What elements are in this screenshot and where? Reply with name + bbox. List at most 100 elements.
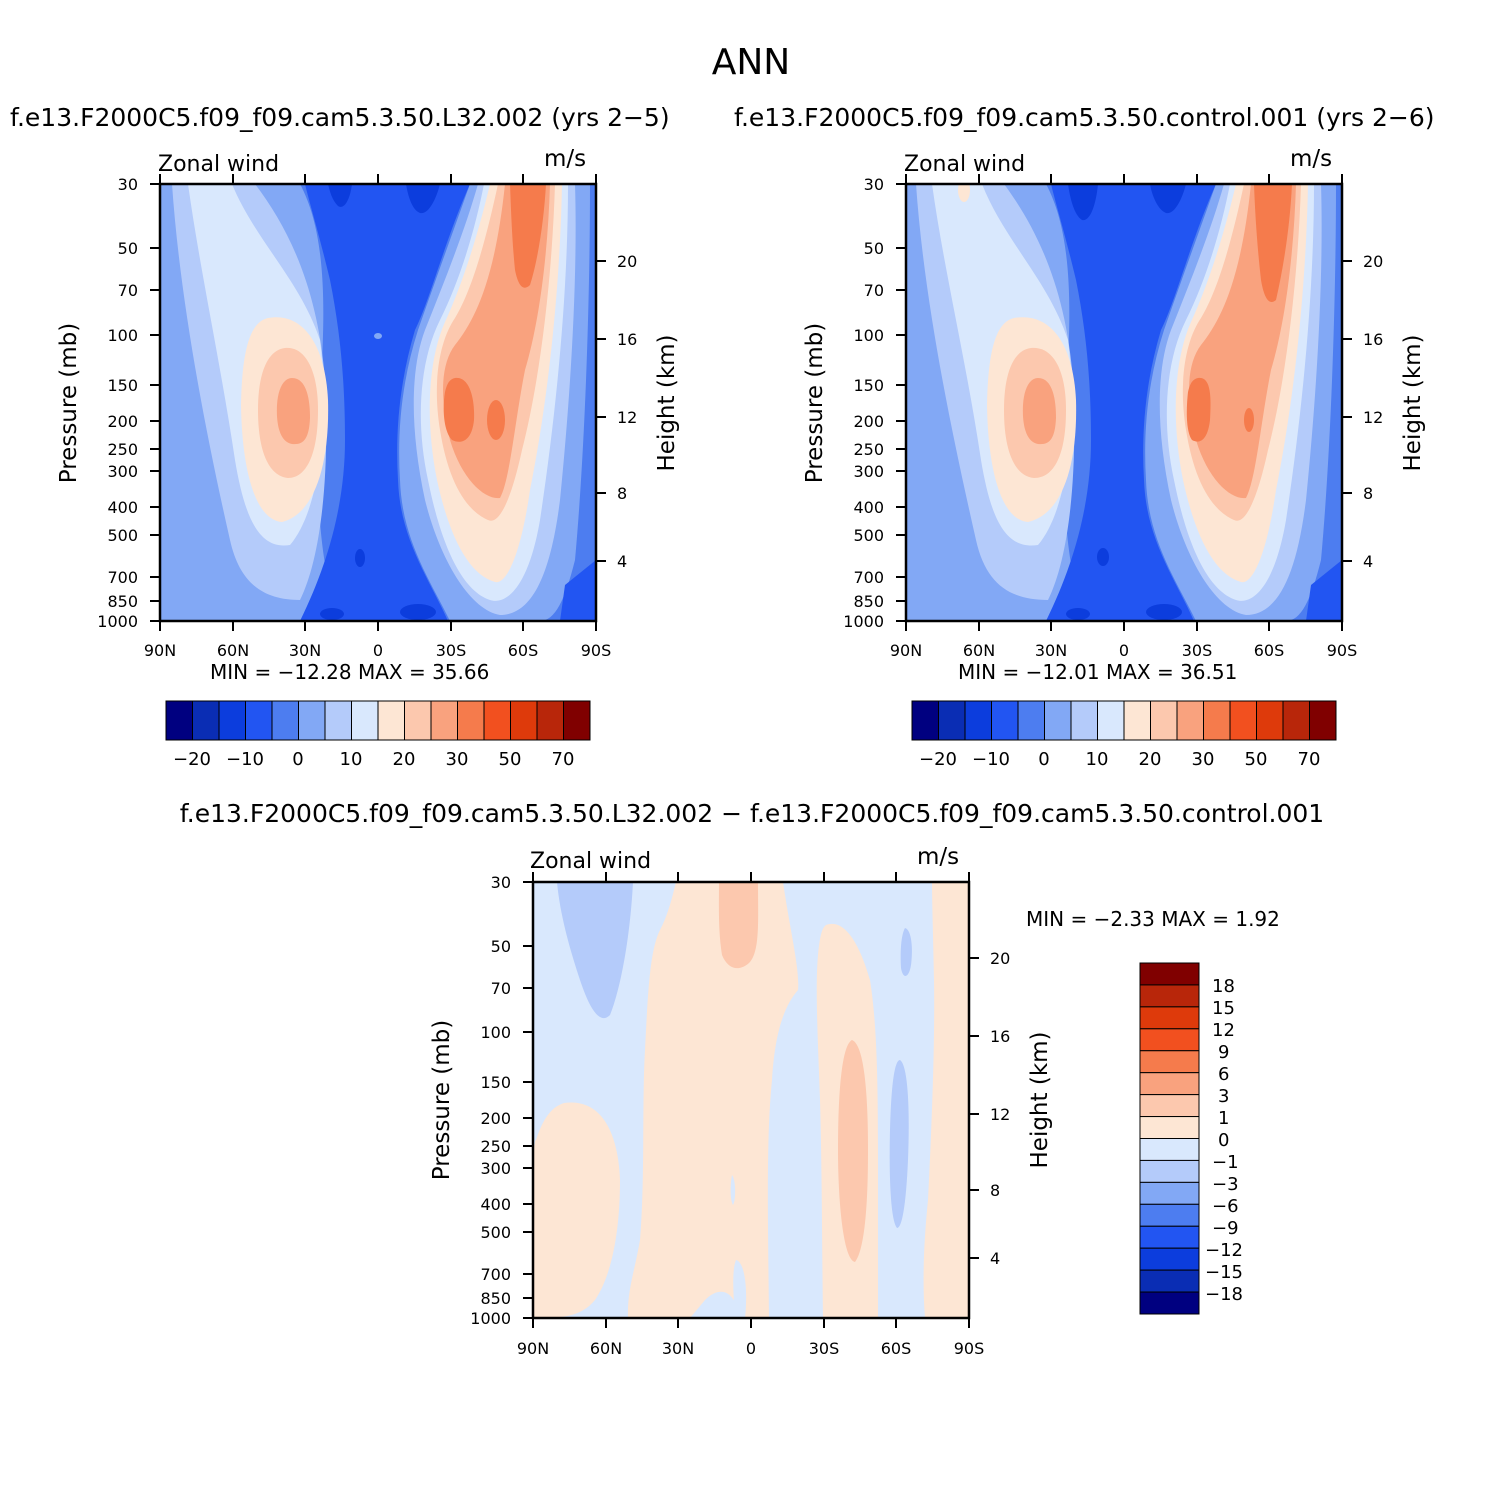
colorbar-label: −10 — [226, 749, 264, 770]
colorbar-swatch — [1139, 1138, 1200, 1161]
colorbar-label: 10 — [340, 749, 363, 770]
colorbar-label: 50 — [1245, 749, 1268, 770]
min-max-label: MIN = −12.01 MAX = 36.51 — [958, 660, 1237, 684]
contour-band — [1097, 548, 1109, 566]
colorbar-swatch — [1139, 1028, 1200, 1052]
y-tick-label: 1000 — [470, 1309, 511, 1328]
colorbar-label: 50 — [499, 749, 522, 770]
y2-axis-label: Height (km) — [1400, 334, 1426, 471]
colorbar-label: −12 — [1205, 1240, 1243, 1261]
y-tick-label: 100 — [480, 1023, 511, 1042]
panel-c: f.e13.F2000C5.f09_f09.cam5.3.50.L32.002 … — [180, 799, 1324, 1358]
contour-band — [400, 604, 436, 620]
y-tick-label: 1000 — [97, 612, 138, 631]
colorbar-swatch — [1139, 1094, 1200, 1118]
y-tick-label: 100 — [853, 326, 884, 345]
contour-band — [1254, 184, 1292, 302]
colorbar-swatch — [483, 700, 511, 741]
contour-band — [406, 184, 440, 214]
contour-band — [627, 882, 799, 1318]
colorbar-swatch — [1139, 1050, 1200, 1074]
contour-band — [328, 184, 352, 207]
contour-band — [1146, 604, 1182, 620]
y-tick-label: 400 — [853, 498, 884, 517]
contour-band — [730, 1175, 736, 1205]
colorbar-swatch — [218, 700, 246, 741]
contour-band — [374, 333, 382, 339]
y2-tick-label: 12 — [990, 1105, 1010, 1124]
y-tick-label: 500 — [853, 526, 884, 545]
colorbar-label: 3 — [1218, 1086, 1229, 1107]
colorbar-swatch — [563, 700, 591, 741]
contour-band — [838, 1040, 868, 1262]
y2-tick-label: 20 — [1363, 252, 1383, 271]
y-tick-label: 850 — [107, 592, 138, 611]
colorbar-swatch — [1139, 1116, 1200, 1139]
contour-band — [443, 377, 475, 442]
contour-band — [300, 184, 470, 621]
y-tick-label: 50 — [118, 239, 138, 258]
colorbar-label: −15 — [1205, 1262, 1243, 1283]
colorbar-swatch — [1203, 700, 1231, 741]
x-tick-label: 30S — [436, 641, 467, 660]
contour-band — [510, 184, 546, 288]
colorbar-swatch — [1044, 700, 1072, 741]
y2-tick-label: 12 — [1363, 408, 1383, 427]
colorbar-swatch — [536, 700, 564, 741]
panel-a-units: m/s — [544, 146, 586, 172]
panel-b: f.e13.F2000C5.f09_f09.cam5.3.50.control.… — [734, 103, 1435, 770]
colorbar-swatch — [1139, 1247, 1200, 1271]
colorbar-label: −9 — [1212, 1218, 1239, 1239]
x-tick-label: 90S — [581, 641, 612, 660]
colorbar-swatch — [1139, 1006, 1200, 1030]
y-tick-label: 70 — [491, 979, 511, 998]
colorbar-swatch — [1282, 700, 1310, 741]
colorbar-swatch — [1139, 1072, 1200, 1096]
colorbar-label: −1 — [1212, 1152, 1239, 1173]
x-tick-label: 60N — [963, 641, 995, 660]
colorbar-swatch — [1139, 1269, 1200, 1293]
colorbar-swatch — [404, 700, 432, 741]
contour-band — [718, 882, 759, 969]
y2-tick-label: 20 — [617, 252, 637, 271]
y2-tick-label: 16 — [1363, 330, 1383, 349]
colorbar-label: −18 — [1205, 1284, 1243, 1305]
x-tick-label: 90S — [1327, 641, 1358, 660]
x-tick-label: 30N — [289, 641, 321, 660]
colorbar-swatch — [1229, 700, 1257, 741]
x-tick-label: 30N — [662, 1339, 694, 1358]
colorbar-label: 20 — [393, 749, 416, 770]
x-tick-label: 60N — [217, 641, 249, 660]
y-tick-label: 70 — [118, 281, 138, 300]
colorbar-swatch — [457, 700, 485, 741]
colorbar-swatch — [1176, 700, 1204, 741]
y2-tick-label: 20 — [990, 949, 1010, 968]
contour-band — [487, 400, 505, 440]
y-tick-label: 400 — [107, 498, 138, 517]
colorbar-label: −20 — [173, 749, 211, 770]
colorbar-label: 30 — [446, 749, 469, 770]
y2-tick-label: 4 — [617, 552, 627, 571]
panel-a: f.e13.F2000C5.f09_f09.cam5.3.50.L32.002 … — [10, 103, 680, 770]
colorbar-swatch — [1017, 700, 1045, 741]
y-tick-label: 50 — [864, 239, 884, 258]
y-tick-label: 400 — [480, 1195, 511, 1214]
colorbar-label: 12 — [1212, 1020, 1235, 1041]
contour-band — [1068, 184, 1098, 221]
panel-a-contours — [160, 184, 596, 621]
contour-band — [1306, 560, 1342, 621]
colorbar-swatch — [351, 700, 379, 741]
min-max-label: MIN = −2.33 MAX = 1.92 — [1026, 907, 1280, 931]
y-tick-label: 850 — [480, 1289, 511, 1308]
x-tick-label: 90N — [890, 641, 922, 660]
y-axis-label: Pressure (mb) — [429, 1020, 455, 1180]
y2-tick-label: 8 — [617, 484, 627, 503]
colorbar-swatch — [192, 700, 220, 741]
colorbar-label: 20 — [1139, 749, 1162, 770]
colorbar-swatch — [1139, 1203, 1200, 1227]
y-tick-label: 500 — [107, 526, 138, 545]
contour-band — [900, 928, 912, 976]
panel-a-frame: 30 50 70 100 150 200 250 300 400 500 700… — [56, 174, 680, 684]
y-tick-label: 30 — [118, 175, 138, 194]
y-tick-label: 300 — [480, 1159, 511, 1178]
